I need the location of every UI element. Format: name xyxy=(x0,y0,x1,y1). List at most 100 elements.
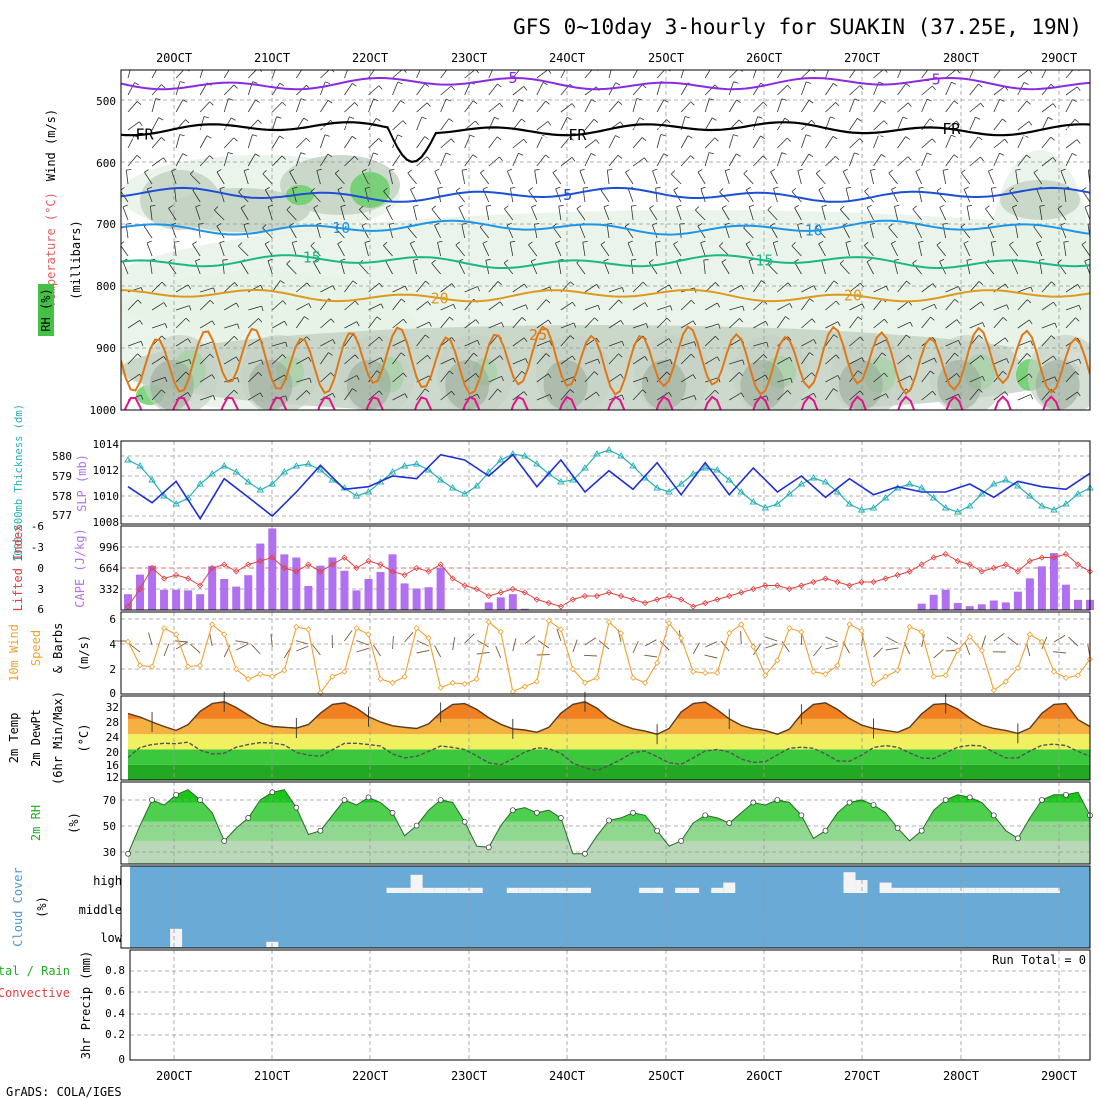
date-label-top: 20OCT xyxy=(156,51,192,65)
wind10m-point xyxy=(401,673,408,680)
cape-ticks: 996 664 332 xyxy=(99,541,119,596)
wind-barb-flag xyxy=(870,168,876,171)
wind-barb xyxy=(679,224,682,239)
wind-barb xyxy=(777,137,788,149)
wind-barb-flag xyxy=(351,135,357,140)
li-point xyxy=(858,578,865,586)
thickness-point xyxy=(220,462,228,469)
wind10m-barb xyxy=(981,635,987,649)
wind-barb xyxy=(464,100,474,113)
wind10m-point xyxy=(966,633,973,640)
wind-barb-flag xyxy=(182,99,188,103)
wind-barb-flag xyxy=(313,259,318,263)
wind-barb-flag xyxy=(1054,376,1058,382)
wind-barb-flag xyxy=(1088,169,1090,171)
wind-barb xyxy=(223,356,237,365)
rh2m-point xyxy=(630,809,636,816)
wind-barb-flag xyxy=(790,378,793,384)
wind-barb xyxy=(632,98,638,113)
wind-barb xyxy=(825,375,838,383)
rh2m-point xyxy=(245,815,252,821)
wind10m-barb xyxy=(933,649,944,659)
wind-barb xyxy=(295,152,302,167)
wind-barb-flag xyxy=(861,357,865,363)
wind-barb-flag xyxy=(521,317,527,322)
rh2m-point xyxy=(822,827,829,834)
wind-barb xyxy=(243,170,249,185)
li-point xyxy=(293,568,300,575)
wind-barb xyxy=(127,353,138,365)
wind-barb-flag xyxy=(594,317,599,322)
temperature-contour xyxy=(123,395,1061,410)
temperature-contour-label: 10 xyxy=(805,222,823,240)
wind-barb xyxy=(458,207,466,221)
wind-barb xyxy=(752,135,761,149)
wind-barb-flag xyxy=(805,134,811,137)
li-point xyxy=(738,589,745,596)
thickness-point xyxy=(208,470,216,477)
wind-axis-label: Wind (m/s) xyxy=(44,109,58,181)
wind-barb-flag xyxy=(235,356,240,362)
wind-barb xyxy=(695,209,706,221)
wind-barb xyxy=(488,136,498,149)
wind10m-point xyxy=(629,674,637,681)
cloud-bar-high xyxy=(903,887,916,893)
wind-barb-flag xyxy=(773,240,779,243)
wind-barb-flag xyxy=(816,169,821,174)
wind-barb xyxy=(849,316,859,329)
wind-barb xyxy=(416,280,426,293)
wind-barb-flag xyxy=(716,302,721,308)
wind-barb-flag xyxy=(179,81,185,84)
wind10m-tick: 6 xyxy=(109,613,116,626)
wind-barb xyxy=(320,392,333,401)
wind-barb xyxy=(1041,157,1054,167)
wind-barb-flag xyxy=(582,240,588,243)
wind-barb-flag xyxy=(582,187,589,189)
wind-barb xyxy=(200,287,214,293)
wind-barb-flag xyxy=(660,134,666,137)
thickness-point xyxy=(521,452,529,459)
wind-barb-flag xyxy=(857,370,863,374)
wind-barb-flag xyxy=(237,323,240,329)
temp2m-unit: (°C) xyxy=(77,724,91,753)
wind-barb xyxy=(344,334,354,347)
wind10m-point xyxy=(305,626,312,633)
li-point xyxy=(593,592,601,600)
wind10m-barb xyxy=(1026,643,1031,657)
wind-barb-flag xyxy=(956,319,961,324)
wind-barb xyxy=(560,70,566,79)
wind-barb-flag xyxy=(136,101,142,106)
wind-barb-flag xyxy=(881,100,886,104)
wind-barb-flag xyxy=(830,116,836,119)
li-point xyxy=(473,585,480,593)
wind-barb xyxy=(921,357,935,365)
wind-barb xyxy=(704,335,716,347)
date-label-bottom: 27OCT xyxy=(844,1069,880,1083)
wind-barb xyxy=(464,339,478,347)
li-point xyxy=(834,578,841,586)
wind-barb xyxy=(340,206,345,221)
wind-barb-flag xyxy=(219,186,225,190)
wind-barb xyxy=(243,224,249,239)
wind-barb-flag xyxy=(644,302,648,308)
rh2m-point xyxy=(485,844,492,851)
wind-barb-flag xyxy=(639,117,645,121)
rh-fill-layer xyxy=(121,150,1090,410)
wind10m-point xyxy=(810,668,817,675)
wind-barb-flag xyxy=(668,70,671,72)
wind-barb xyxy=(1065,99,1073,113)
wind-barb-flag xyxy=(618,299,623,304)
wind-barb xyxy=(656,317,668,329)
wind-barb-flag xyxy=(773,186,779,189)
rh2m-panel: 70 50 30 2m RH (%) xyxy=(29,781,1093,865)
wind-barb-flag xyxy=(636,98,642,101)
wind-barb-flag xyxy=(715,282,720,287)
li-point xyxy=(509,585,516,593)
wind-barb xyxy=(560,136,571,149)
wind-barb-flag xyxy=(262,224,267,229)
cape-axis-label: CAPE (J/kg) xyxy=(73,528,87,607)
slp-axis-label: SLP (mb) xyxy=(75,454,89,512)
wind-barb xyxy=(969,281,980,293)
wind-barb xyxy=(777,377,791,383)
temp2m-tick: 28 xyxy=(106,716,119,729)
